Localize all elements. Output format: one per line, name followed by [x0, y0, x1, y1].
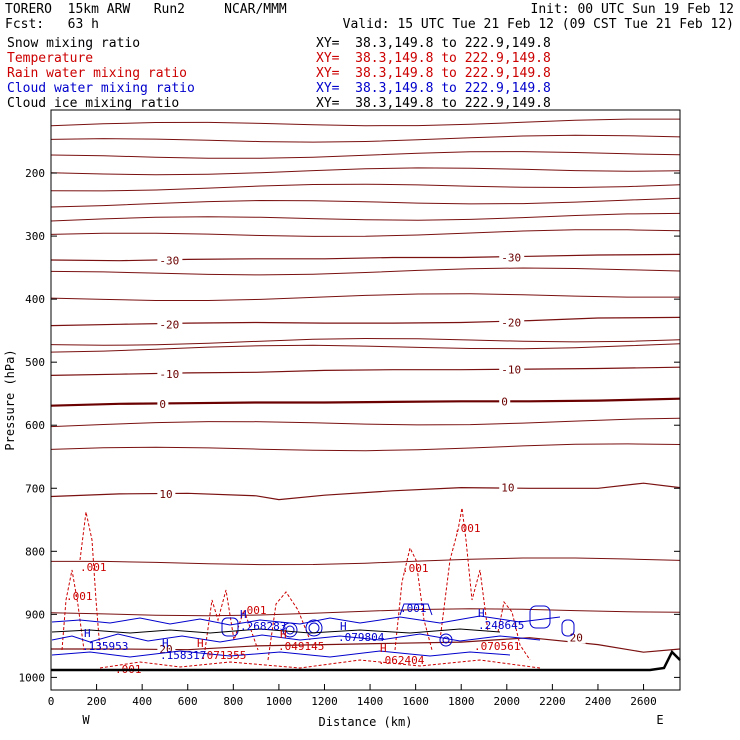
ground-surface	[51, 649, 681, 672]
rain-max-label: .071355	[200, 649, 246, 662]
y-tick-label: 500	[25, 356, 45, 369]
forecast-hour: Fcst: 63 h	[5, 17, 99, 32]
isotherm-label: 0	[159, 398, 166, 411]
isotherm-label: 10	[501, 482, 514, 495]
cloud-water-max-label: .158317	[160, 649, 206, 662]
y-tick-label: 1000	[19, 671, 46, 684]
contour-line	[50, 118, 680, 127]
y-tick-label: 900	[25, 608, 45, 621]
contour-line	[51, 557, 681, 566]
y-tick-label: 400	[25, 293, 45, 306]
field-rain-label: Rain water mixing ratio	[7, 66, 188, 81]
field-cloud-water-label: Cloud water mixing ratio	[7, 81, 195, 96]
y-tick-label: 300	[25, 230, 45, 243]
field-snow-label: Snow mixing ratio	[7, 36, 141, 51]
rain-label: .001	[400, 602, 427, 615]
x-tick-label: 200	[87, 695, 107, 708]
rain-max-label: .070561	[474, 640, 520, 653]
isotherm-label: -30	[159, 255, 179, 268]
isotherm-label: 0	[501, 395, 508, 408]
field-temperature-label: Temperature	[7, 51, 94, 66]
cloud-water-max-label: .248645	[478, 619, 524, 632]
contour-line	[50, 267, 681, 276]
rain-label: .001	[454, 522, 481, 535]
isotherm-line	[50, 253, 681, 262]
y-tick-label: 700	[25, 482, 45, 495]
rain-max-label: .062404	[378, 654, 425, 667]
contour-line	[50, 167, 681, 176]
extremum-mark: H	[478, 607, 485, 620]
y-axis-label: Pressure (hPa)	[3, 349, 17, 450]
contour-line	[50, 443, 681, 452]
x-tick-label: 2000	[494, 695, 521, 708]
rain-max-label: .049145	[278, 640, 324, 653]
rain-label: .001	[66, 590, 93, 603]
extremum-mark: H	[84, 627, 91, 640]
field-cloud-ice-label: Cloud ice mixing ratio	[7, 96, 180, 111]
isotherm-line	[50, 397, 681, 407]
rain-label: .001	[80, 561, 107, 574]
contour-line	[50, 417, 681, 428]
cloud-water-max-label: .135953	[82, 640, 128, 653]
rain-label: .001	[240, 604, 267, 617]
x-tick-label: 0	[48, 695, 55, 708]
x-tick-label: 2600	[630, 695, 657, 708]
west-endpoint-label: W	[82, 713, 90, 727]
x-tick-label: 1000	[266, 695, 293, 708]
contour-line	[50, 337, 681, 346]
extremum-mark: H	[380, 642, 387, 655]
isotherm-label: 20	[570, 632, 583, 645]
extremum-mark: H	[197, 637, 204, 650]
isotherm-label: -30	[501, 252, 521, 265]
x-tick-label: 1800	[448, 695, 475, 708]
contour-line	[50, 343, 681, 353]
extremum-mark: H	[340, 620, 347, 633]
contour-line	[50, 197, 681, 208]
isotherm-label: -10	[159, 368, 179, 381]
east-endpoint-label: E	[656, 713, 663, 727]
x-tick-label: 1200	[311, 695, 338, 708]
extremum-mark: H	[162, 637, 169, 650]
contour-line	[50, 151, 681, 159]
isotherm-label: 10	[159, 488, 172, 501]
x-tick-label: 2400	[585, 695, 612, 708]
isotherm-label: -10	[501, 364, 521, 377]
x-tick-label: 400	[132, 695, 152, 708]
x-tick-label: 2200	[539, 695, 566, 708]
field-cloud-ice-xy: XY= 38.3,149.8 to 222.9,149.8	[316, 96, 551, 111]
field-cloud-water-xy: XY= 38.3,149.8 to 222.9,149.8	[316, 81, 551, 96]
contour-line	[50, 608, 681, 617]
plot-frame	[50, 109, 681, 691]
x-tick-label: 600	[178, 695, 198, 708]
y-tick-label: 200	[25, 167, 45, 180]
contour-line	[50, 229, 681, 237]
contour-line	[50, 293, 680, 301]
isotherm-label: -20	[501, 316, 521, 329]
x-tick-label: 800	[223, 695, 243, 708]
field-snow-xy: XY= 38.3,149.8 to 222.9,149.8	[316, 36, 551, 51]
isotherm-label: -20	[159, 318, 179, 331]
cloud-water-max-label: .268283	[240, 620, 286, 633]
y-tick-label: 600	[25, 419, 45, 432]
valid-time: Valid: 15 UTC Tue 21 Feb 12 (09 CST Tue …	[342, 17, 734, 32]
contour-line	[50, 134, 681, 143]
field-rain-xy: XY= 38.3,149.8 to 222.9,149.8	[316, 66, 551, 81]
x-tick-label: 1400	[357, 695, 384, 708]
isotherm-line	[50, 316, 681, 327]
extremum-mark: H	[280, 628, 287, 641]
field-temperature-xy: XY= 38.3,149.8 to 222.9,149.8	[316, 51, 551, 66]
isotherm-line	[50, 366, 681, 376]
init-time: Init: 00 UTC Sun 19 Feb 12	[530, 2, 735, 17]
model-title: TORERO 15km ARW Run2 NCAR/MMM	[5, 2, 287, 17]
x-tick-label: 1600	[402, 695, 429, 708]
rain-label: .001	[402, 562, 429, 575]
x-axis-label: Distance (km)	[319, 715, 413, 729]
y-tick-label: 800	[25, 545, 45, 558]
contour-line	[50, 183, 681, 192]
cloud-water-max-label: .079804	[338, 631, 385, 644]
isotherm-line	[50, 482, 681, 501]
contour-line	[50, 212, 681, 222]
extremum-mark: H	[240, 608, 247, 621]
